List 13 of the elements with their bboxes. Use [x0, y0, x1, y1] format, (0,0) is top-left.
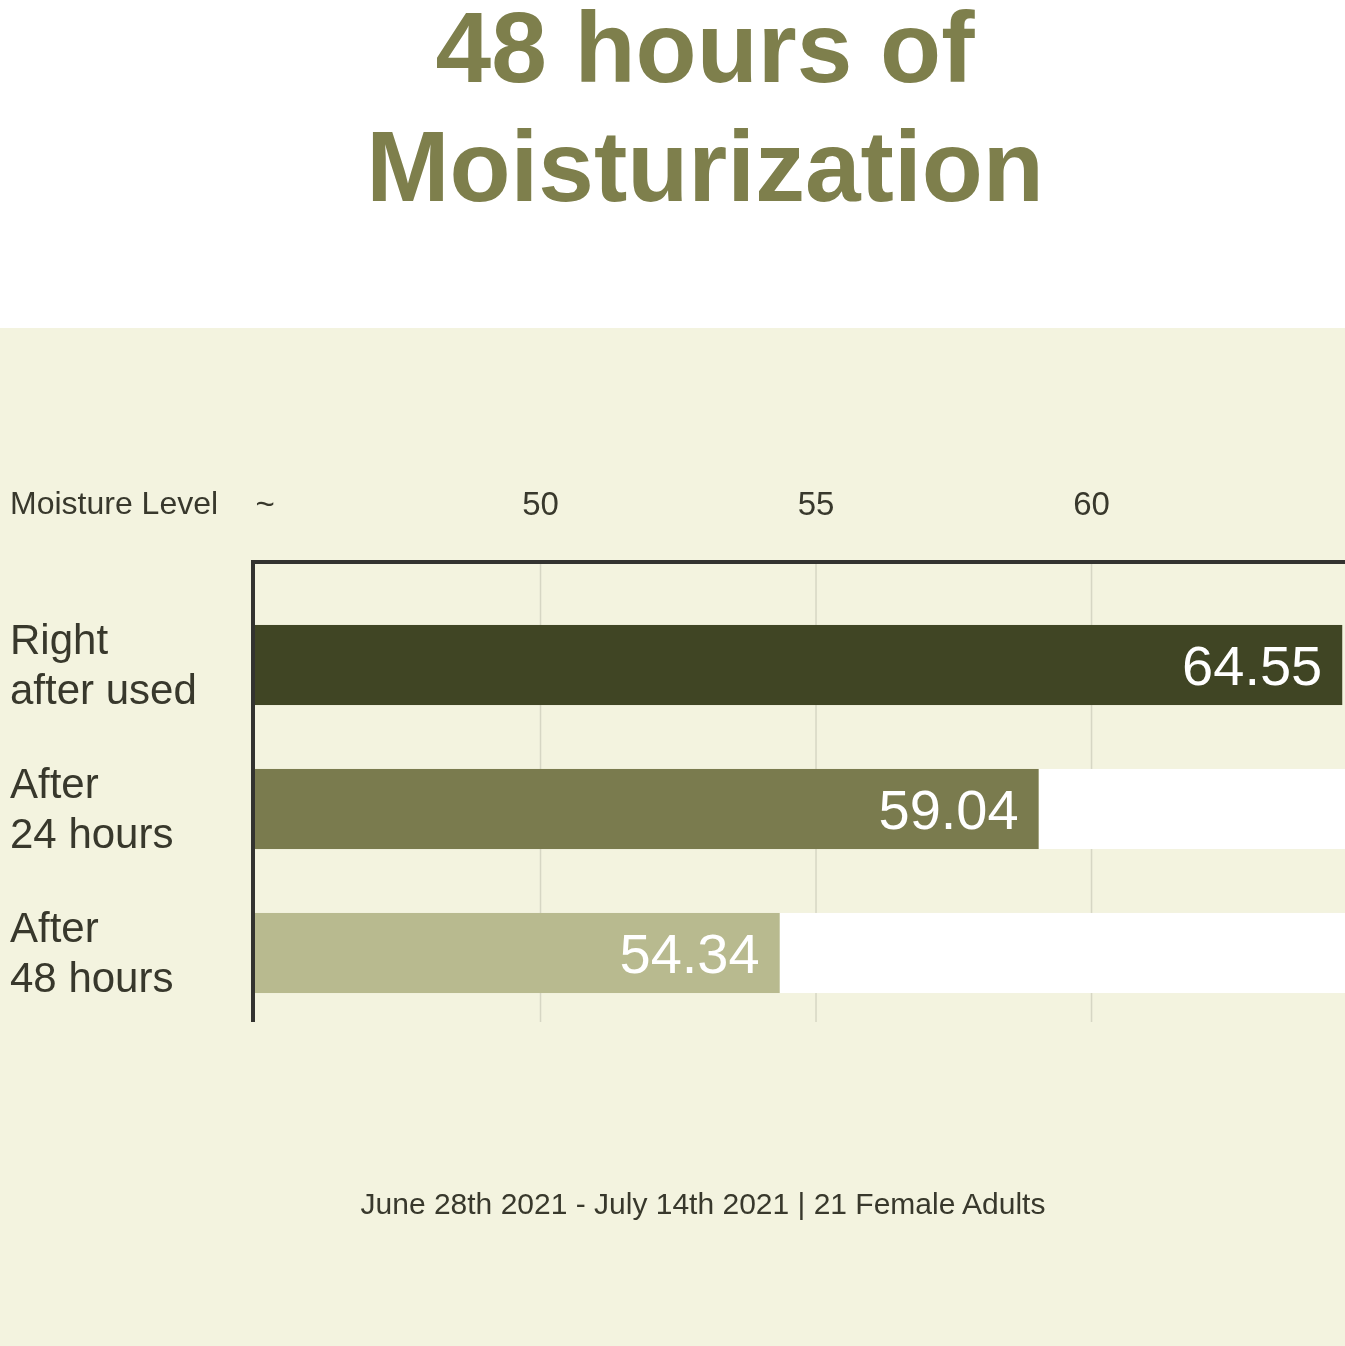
y-tick-label: After 48 hours	[10, 904, 174, 1001]
chart-title: 48 hours of Moisturization	[366, 0, 1044, 222]
x-tick-label: ~	[255, 485, 275, 522]
x-tick-label: 50	[522, 485, 559, 522]
data-label: 59.04	[878, 778, 1019, 841]
x-axis-title: Moisture Level	[10, 485, 219, 521]
text: June 28th 2021 - July 14th 2021 | 21 Female Adults	[360, 1187, 1046, 1220]
x-tick-label: 60	[1073, 485, 1110, 522]
data-label: 64.55	[1182, 634, 1323, 697]
x-tick-label: 55	[797, 485, 835, 522]
y-tick-label: After 24 hours	[10, 760, 174, 857]
data-label: 54.34	[619, 922, 760, 985]
y-tick-label: Right after used	[10, 616, 197, 713]
